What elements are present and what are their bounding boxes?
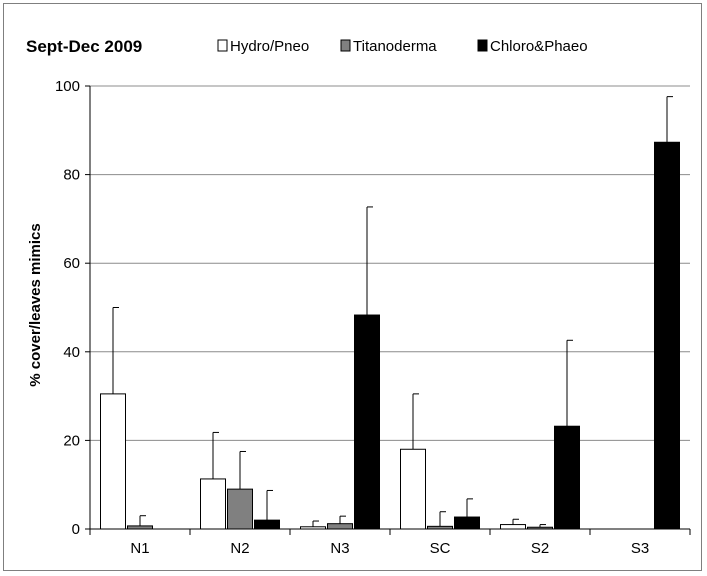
x-tick-labels: N1 N2 N3 SC S2 S3 (130, 540, 649, 557)
legend-swatch-Hydro/Pneo (217, 39, 228, 52)
axes (85, 85, 691, 535)
bar-S3-Chloro&Phaeo (654, 141, 680, 530)
bar-N2-Hydro/Pneo (200, 478, 226, 530)
bar-S2-Chloro&Phaeo (554, 425, 580, 530)
bar-SC-Chloro&Phaeo (454, 516, 480, 530)
bar-S2-Hydro/Pneo (500, 524, 526, 530)
x-tick-label-SC: SC (430, 540, 451, 557)
y-tick-label-20: 20 (63, 432, 80, 449)
bar-SC-Hydro/Pneo (400, 448, 426, 530)
bar-N2-Titanoderma (227, 488, 253, 530)
x-tick-label-N3: N3 (330, 540, 349, 557)
bar-N1-Hydro/Pneo (100, 393, 126, 530)
legend-label-Hydro/Pneo: Hydro/Pneo (230, 38, 309, 55)
bars (100, 141, 680, 530)
bar-N3-Chloro&Phaeo (354, 314, 380, 530)
y-tick-label-80: 80 (63, 167, 80, 184)
x-tick-label-S3: S3 (631, 540, 649, 557)
chart-title: Sept-Dec 2009 (26, 37, 142, 56)
bar-N2-Chloro&Phaeo (254, 519, 280, 530)
x-tick-label-N1: N1 (130, 540, 149, 557)
legend-label-Titanoderma: Titanoderma (353, 38, 437, 55)
error-bars (112, 96, 673, 528)
x-tick-label-S2: S2 (531, 540, 549, 557)
y-tick-label-60: 60 (63, 255, 80, 272)
legend: Hydro/Pneo Titanoderma Chloro&Phaeo (217, 38, 588, 55)
y-tick-label-40: 40 (63, 344, 80, 361)
bar-N3-Titanoderma (327, 523, 353, 530)
x-tick-label-N2: N2 (230, 540, 249, 557)
y-tick-labels: 0 20 40 60 80 100 (55, 78, 80, 538)
legend-swatch-Titanoderma (340, 39, 351, 52)
y-tick-label-0: 0 (72, 521, 80, 538)
y-tick-label-100: 100 (55, 78, 80, 95)
legend-swatch-Chloro&Phaeo (477, 39, 488, 52)
legend-label-Chloro&Phaeo: Chloro&Phaeo (490, 38, 588, 55)
y-axis-label: % cover/leaves mimics (27, 223, 44, 386)
gridlines (90, 85, 690, 441)
